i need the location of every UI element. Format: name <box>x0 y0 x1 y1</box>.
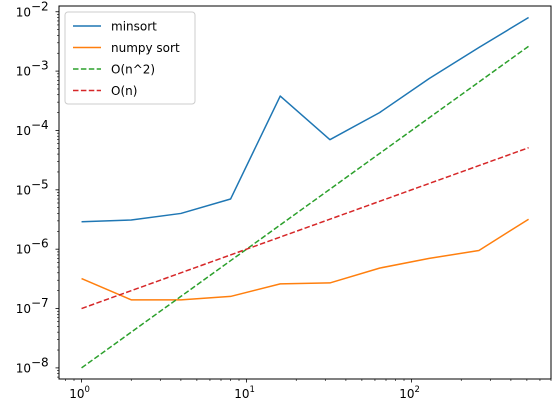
legend-label: O(n^2) <box>111 63 155 77</box>
y-tick-exponent: −3 <box>31 59 49 73</box>
y-tick-label: 10 <box>16 243 31 257</box>
legend-label: minsort <box>111 20 157 34</box>
series-line-minsort <box>81 16 529 223</box>
series-group <box>81 16 530 369</box>
x-tick-label: 102 <box>399 385 420 401</box>
y-tick-label: 10 <box>16 183 31 197</box>
y-tick-label: 10 <box>16 124 31 138</box>
series-line-numpy-sort <box>81 218 529 301</box>
x-tick-exponent: 0 <box>84 385 89 395</box>
x-tick-exponent: 1 <box>249 385 254 395</box>
y-tick-exponent: −8 <box>31 355 49 369</box>
x-tick-label: 100 <box>69 385 90 401</box>
series-line-o-n-2 <box>81 45 530 369</box>
legend-label: O(n) <box>111 84 137 98</box>
x-tick-label: 101 <box>234 385 255 401</box>
series-line-o-n <box>81 147 529 310</box>
y-tick-exponent: −2 <box>31 0 49 13</box>
plot-lines <box>81 16 530 369</box>
y-tick-label: 10 <box>16 65 31 79</box>
y-tick-label: 10 <box>16 361 31 375</box>
y-tick-exponent: −6 <box>31 237 49 251</box>
y-tick-exponent: −4 <box>31 118 49 132</box>
y-tick-exponent: −5 <box>31 177 49 191</box>
legend: minsort numpy sort O(n^2) O(n) <box>64 11 196 105</box>
y-tick-exponent: −7 <box>31 296 49 310</box>
legend-box <box>64 11 196 105</box>
y-tick-label: 10 <box>16 5 31 19</box>
y-tick-label: 10 <box>16 302 31 316</box>
x-tick-exponent: 2 <box>414 385 419 395</box>
legend-label: numpy sort <box>111 41 180 55</box>
x-axis: 100 101 102 <box>65 379 552 401</box>
y-axis: 10−810−710−610−510−410−310−2 <box>16 0 59 378</box>
